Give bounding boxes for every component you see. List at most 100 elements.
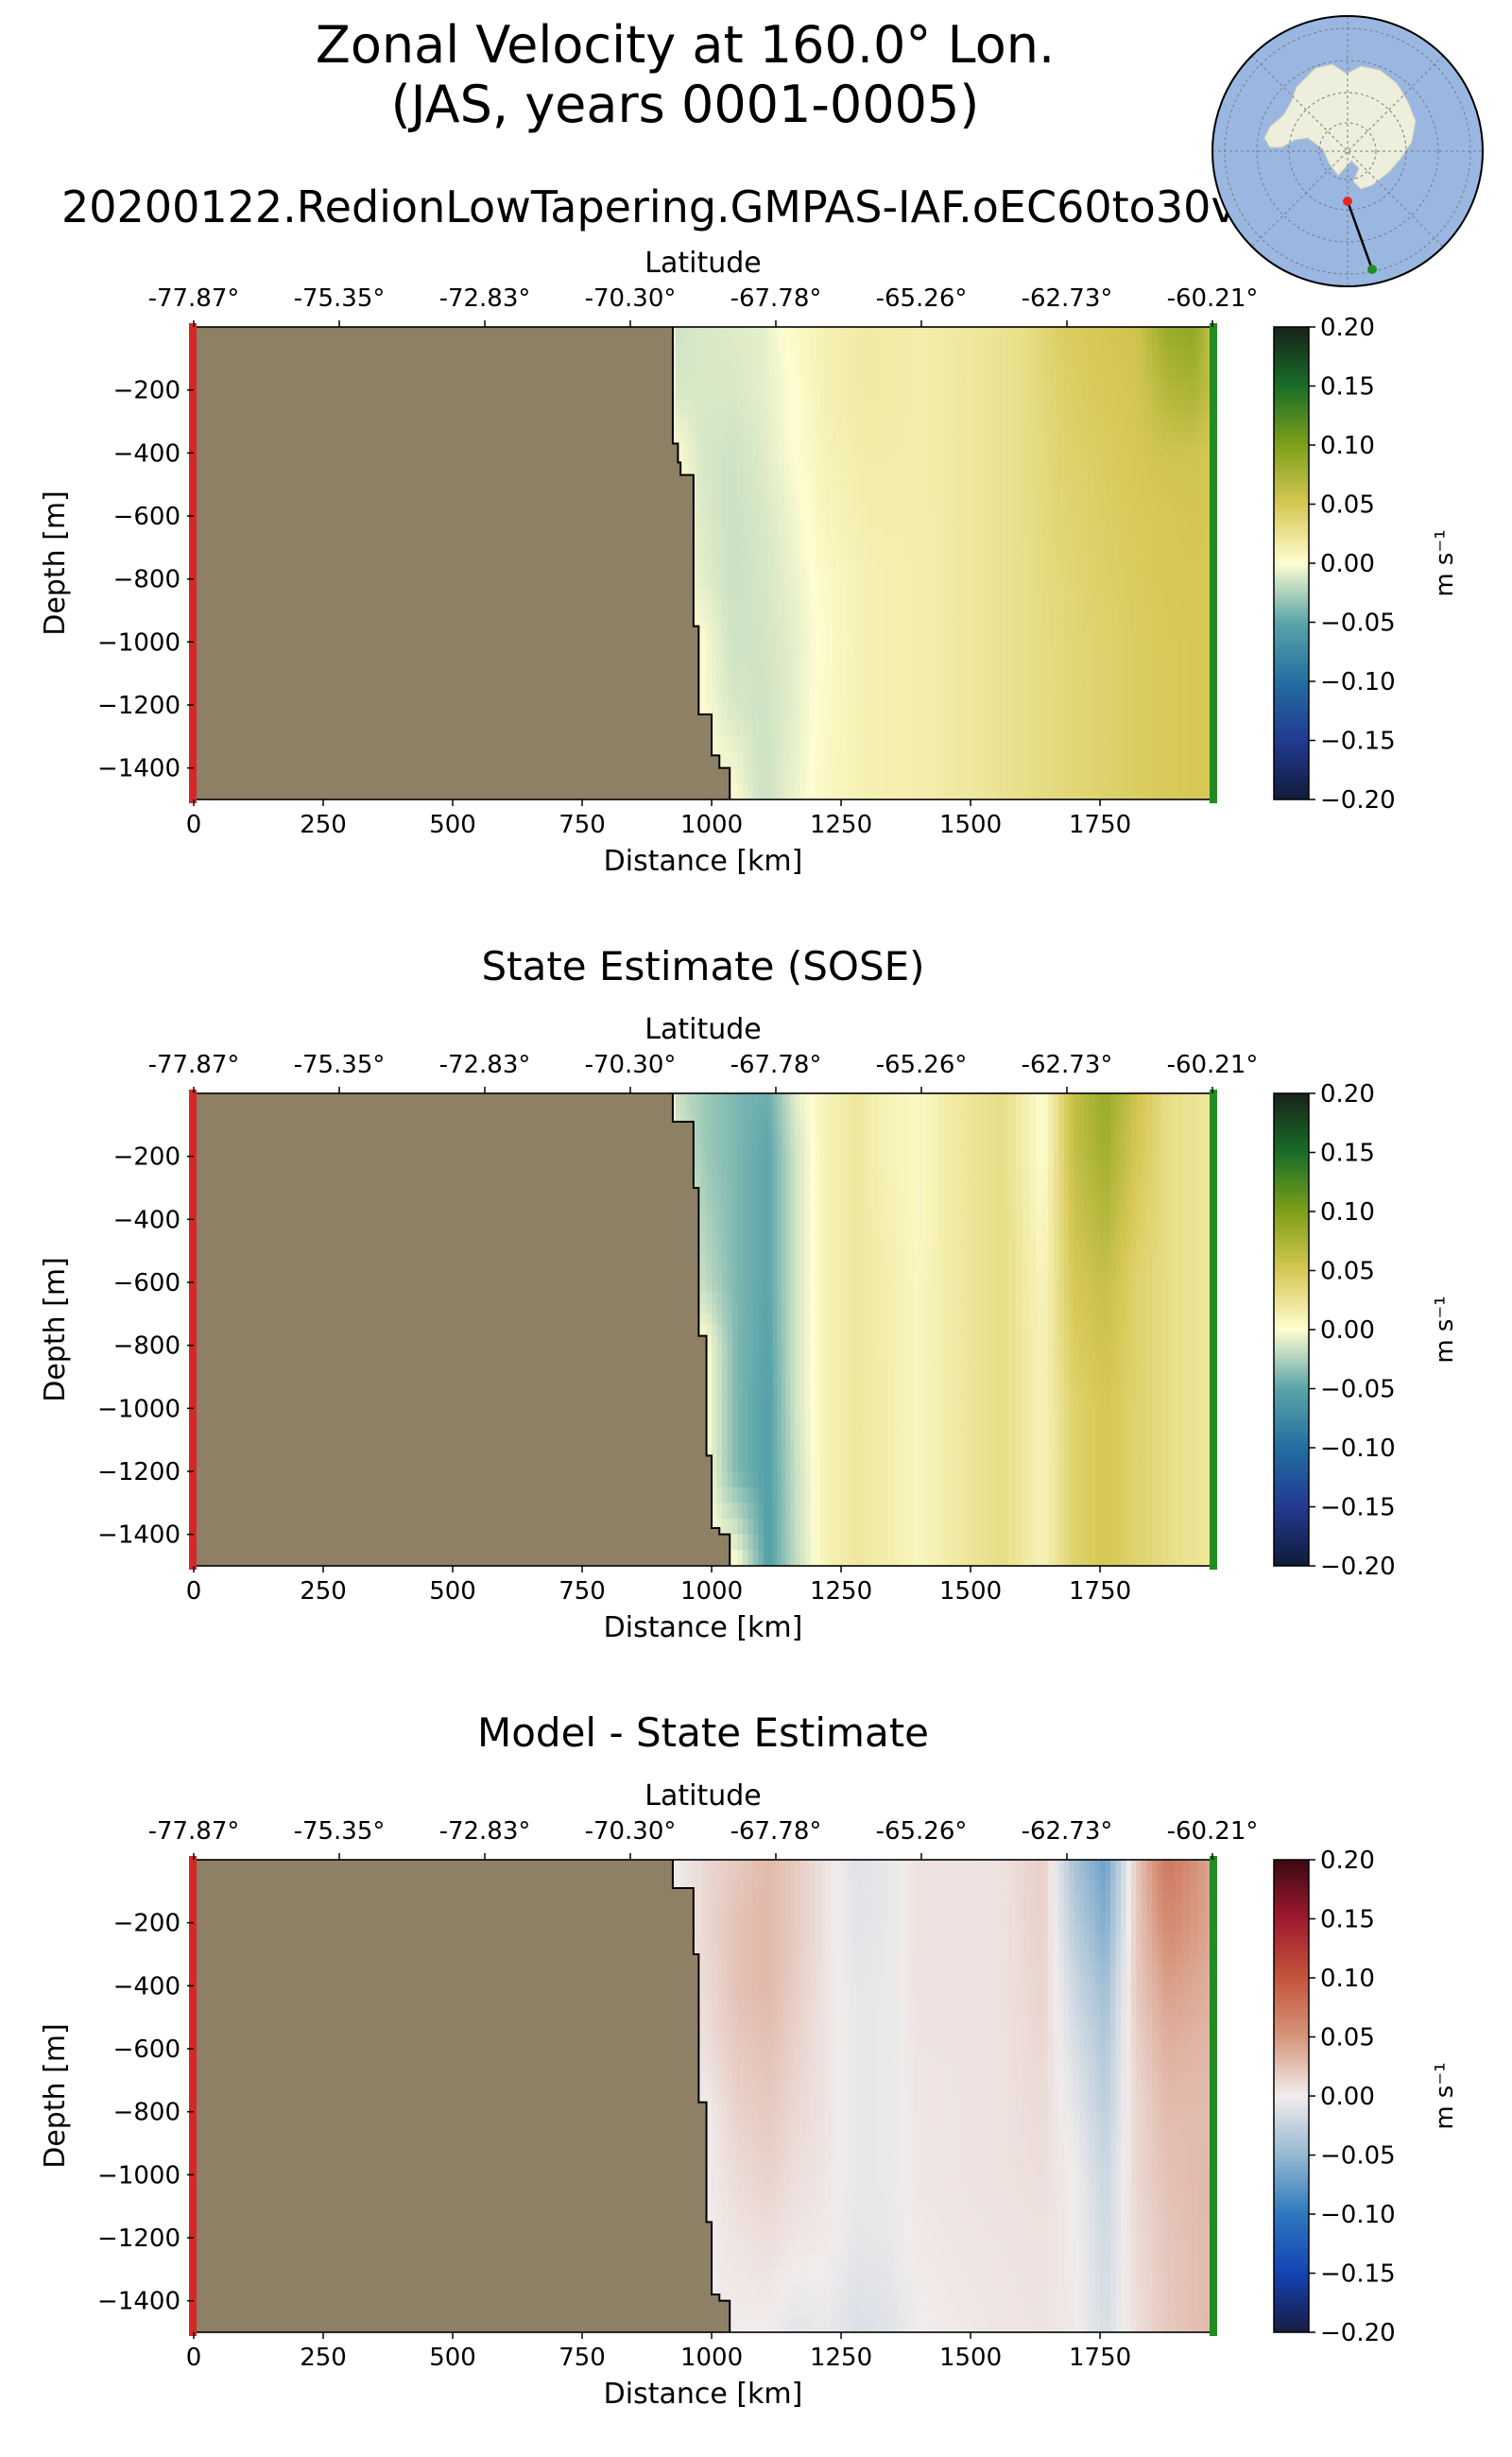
velocity-cell <box>1005 505 1015 517</box>
velocity-cell <box>867 505 877 517</box>
velocity-cell <box>852 358 861 370</box>
velocity-cell <box>692 421 698 433</box>
velocity-cell <box>1171 432 1177 444</box>
velocity-cell <box>737 662 744 675</box>
velocity-cell <box>910 516 920 527</box>
velocity-cell <box>971 442 980 455</box>
velocity-cell <box>831 1188 837 1199</box>
velocity-cell <box>988 348 998 360</box>
velocity-cell <box>860 705 868 722</box>
velocity-cell <box>1094 1188 1101 1199</box>
velocity-cell <box>1036 578 1044 591</box>
velocity-cell <box>875 662 885 675</box>
velocity-cell <box>779 578 785 591</box>
velocity-cell <box>804 720 811 738</box>
velocity-cell <box>901 642 911 654</box>
velocity-cell <box>1036 720 1044 738</box>
velocity-cell <box>1180 568 1186 580</box>
velocity-cell <box>953 589 963 601</box>
velocity-cell <box>961 421 971 433</box>
velocity-cell <box>752 337 760 350</box>
velocity-cell <box>737 516 744 527</box>
velocity-cell <box>919 484 929 496</box>
velocity-cell <box>722 369 729 381</box>
velocity-cell <box>946 1093 954 1105</box>
velocity-cell <box>1157 432 1163 444</box>
velocity-cell <box>1161 1135 1169 1147</box>
velocity-cell <box>727 1209 733 1221</box>
velocity-cell <box>1141 568 1148 580</box>
velocity-cell <box>804 610 811 622</box>
velocity-cell <box>727 327 733 338</box>
velocity-cell <box>1124 494 1131 507</box>
velocity-cell <box>961 473 971 486</box>
velocity-cell <box>1111 783 1120 799</box>
velocity-cell <box>902 1145 910 1158</box>
velocity-cell <box>846 683 854 696</box>
velocity-cell <box>1106 621 1113 633</box>
velocity-cell <box>1130 432 1138 444</box>
velocity-cell <box>892 736 902 753</box>
velocity-cell <box>1130 705 1138 722</box>
velocity-cell <box>815 589 821 601</box>
velocity-cell <box>1005 516 1015 527</box>
velocity-cell <box>747 400 754 412</box>
velocity-cell <box>1042 1093 1050 1105</box>
velocity-cell <box>1161 662 1169 675</box>
velocity-cell <box>701 442 708 455</box>
velocity-cell <box>902 1104 910 1116</box>
velocity-cell <box>1206 610 1211 622</box>
velocity-cell <box>804 1198 811 1211</box>
velocity-cell <box>1036 1093 1044 1105</box>
velocity-cell <box>773 327 781 338</box>
velocity-cell <box>680 1093 687 1105</box>
velocity-cell <box>731 558 739 570</box>
velocity-cell <box>758 767 765 785</box>
velocity-cell <box>902 1125 910 1137</box>
velocity-cell <box>706 673 713 685</box>
velocity-cell <box>1005 694 1015 706</box>
velocity-cell <box>1118 494 1125 507</box>
velocity-cell <box>1193 621 1197 633</box>
velocity-cell <box>701 705 708 722</box>
velocity-cell <box>1171 421 1177 433</box>
velocity-cell <box>1013 453 1023 465</box>
velocity-cell <box>1199 621 1204 633</box>
velocity-cell <box>1063 631 1071 644</box>
velocity-cell <box>839 453 848 465</box>
velocity-cell <box>782 1198 787 1211</box>
velocity-cell <box>979 752 989 769</box>
velocity-cell <box>1199 369 1204 381</box>
velocity-cell <box>919 473 929 486</box>
velocity-cell <box>927 662 937 675</box>
velocity-cell <box>1171 537 1177 549</box>
velocity-cell <box>1167 473 1173 486</box>
velocity-cell <box>1193 537 1197 549</box>
velocity-cell <box>988 410 998 422</box>
y-tick-label: −1200 <box>97 692 180 720</box>
velocity-cell <box>1125 1135 1132 1147</box>
velocity-cell <box>1141 652 1148 664</box>
velocity-cell <box>758 410 765 422</box>
velocity-cell <box>727 453 733 465</box>
velocity-cell <box>692 410 698 422</box>
velocity-cell <box>1193 547 1197 559</box>
velocity-cell <box>1199 453 1204 465</box>
velocity-cell <box>737 348 744 360</box>
velocity-cell <box>996 494 1006 507</box>
velocity-cell <box>794 516 801 527</box>
velocity-cell <box>727 1188 733 1199</box>
velocity-cell <box>860 494 868 507</box>
velocity-cell <box>727 1114 733 1126</box>
velocity-cell <box>910 694 920 706</box>
velocity-cell <box>1206 400 1211 412</box>
velocity-cell <box>1057 752 1065 769</box>
velocity-cell <box>731 673 739 685</box>
velocity-cell <box>846 642 854 654</box>
velocity-cell <box>722 379 729 391</box>
velocity-cell <box>967 1114 975 1126</box>
velocity-cell <box>1124 783 1131 799</box>
velocity-cell <box>752 442 760 455</box>
velocity-cell <box>936 473 946 486</box>
velocity-cell <box>1057 736 1065 753</box>
